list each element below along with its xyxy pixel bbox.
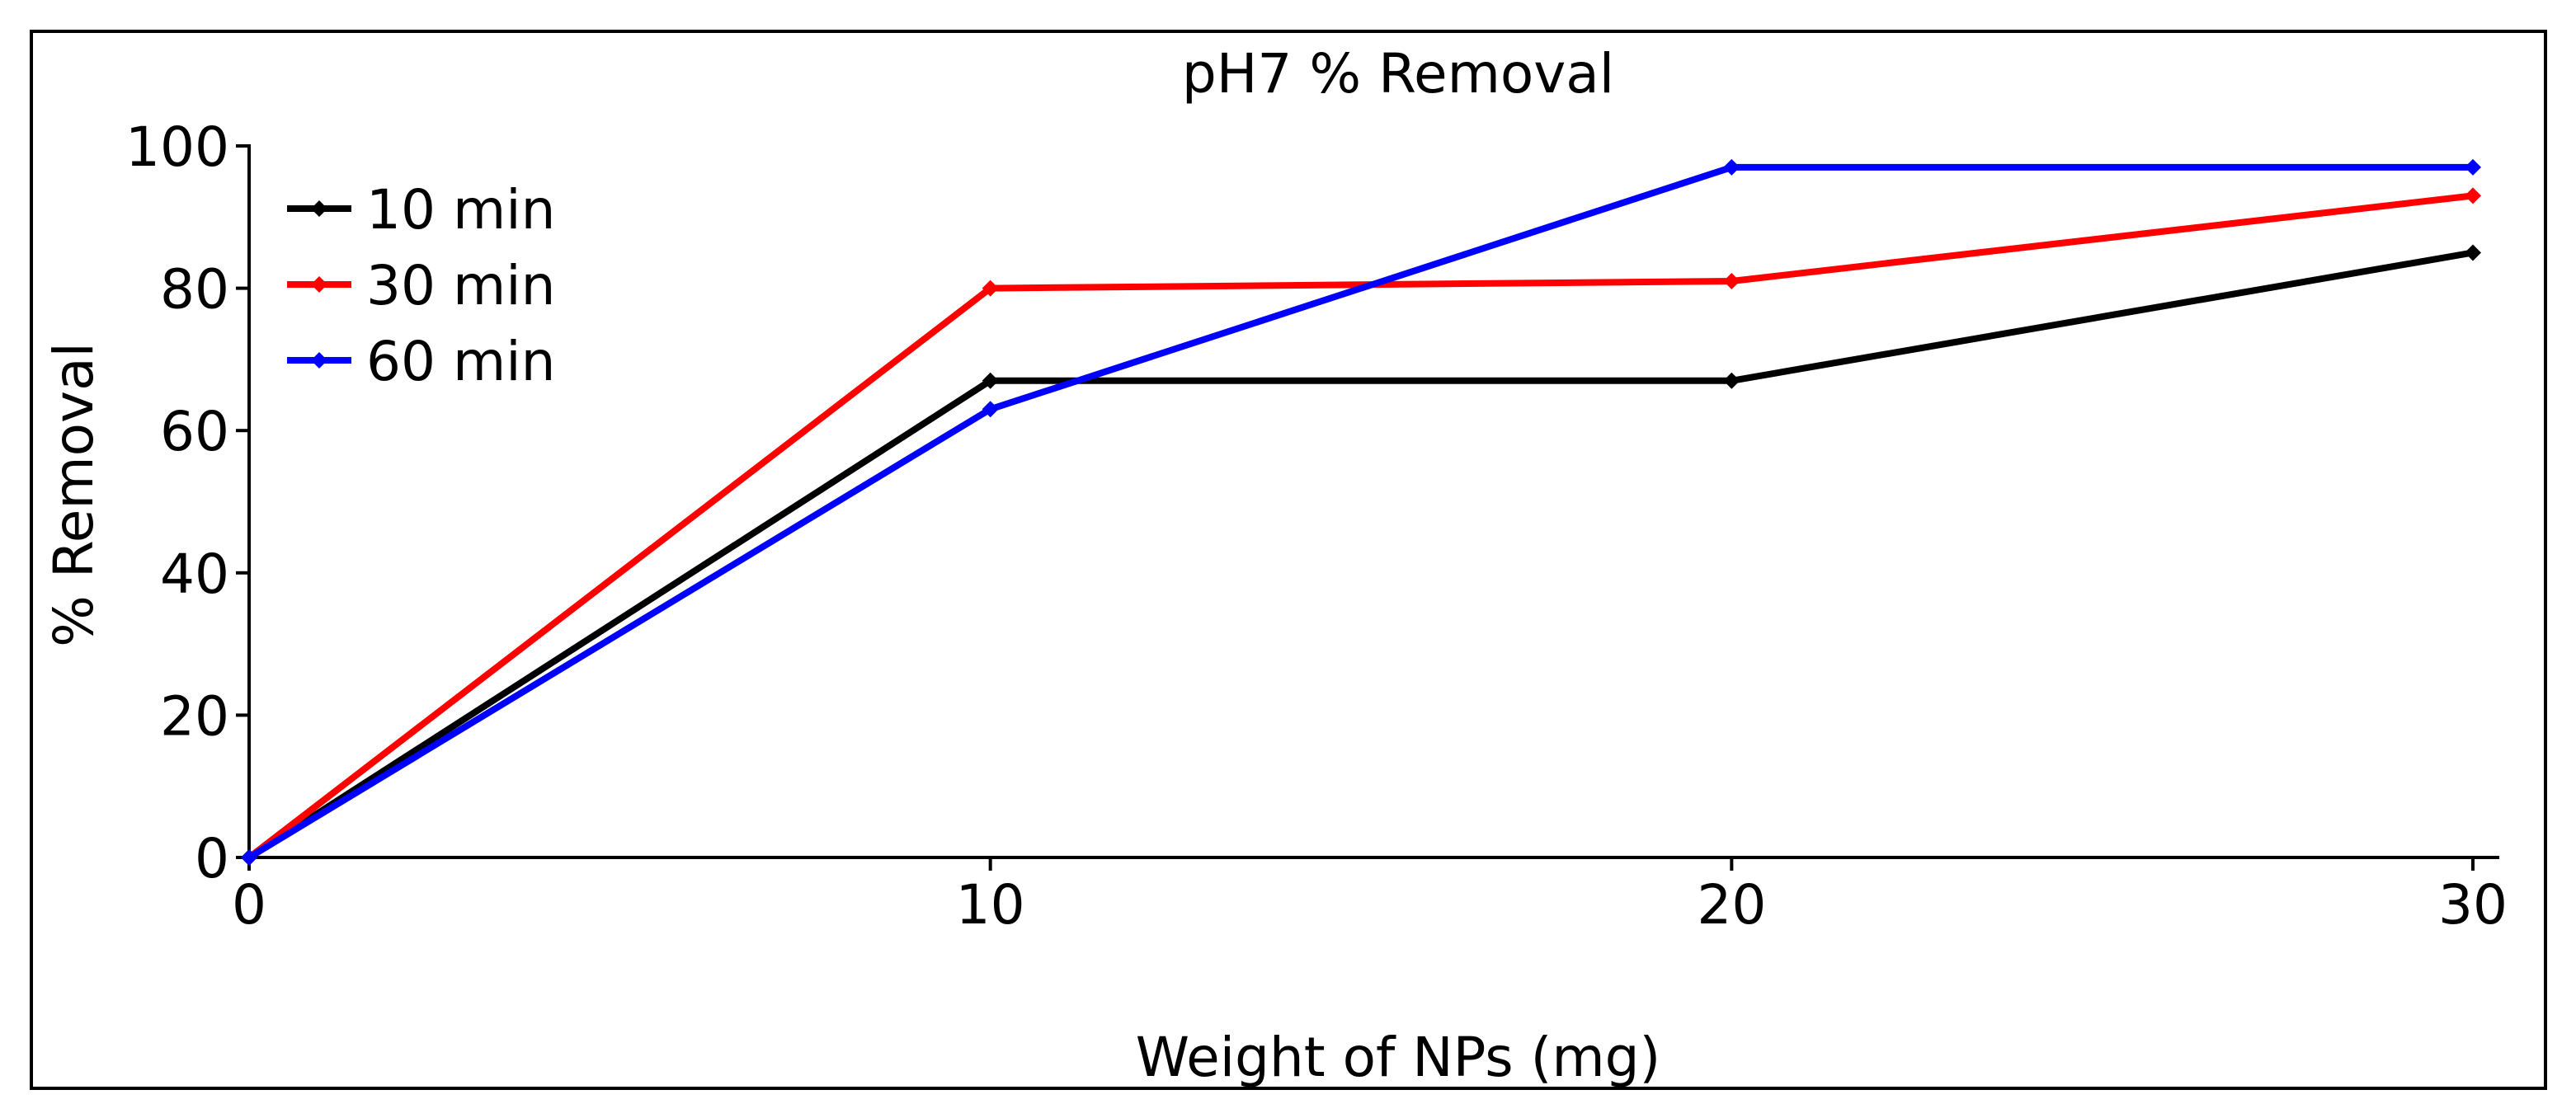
- chart-frame: [30, 30, 2547, 1090]
- y-axis-label: % Removal: [42, 342, 106, 647]
- y-tick-label: 20: [160, 684, 229, 748]
- series-line: [247, 163, 2473, 861]
- legend-swatch-marker: [311, 200, 327, 217]
- data-point: [2465, 158, 2481, 176]
- series-layer: [241, 158, 2481, 866]
- data-point: [2465, 244, 2481, 261]
- y-tick-label: 60: [160, 400, 229, 463]
- y-tick-label: 0: [195, 827, 229, 890]
- data-point: [982, 401, 999, 418]
- x-tick-label: 30: [2438, 873, 2508, 937]
- legend: 10 min 30 min 60 min: [287, 178, 555, 393]
- legend-label: 30 min: [366, 254, 555, 317]
- data-point: [982, 372, 999, 389]
- x-axis-label: Weight of NPs (mg): [1136, 1026, 1661, 1089]
- legend-label: 60 min: [366, 330, 555, 393]
- x-tick-label: 0: [232, 873, 266, 937]
- legend-item: 60 min: [287, 330, 555, 393]
- legend-swatch-marker: [311, 352, 327, 369]
- y-tick-label: 80: [160, 258, 229, 322]
- data-point: [1723, 158, 1740, 176]
- data-point: [2465, 187, 2481, 204]
- x-tick-label: 20: [1697, 873, 1766, 937]
- data-point: [1723, 272, 1740, 289]
- y-tick-label: 100: [125, 115, 229, 179]
- series-60-min: [241, 158, 2481, 866]
- data-point: [982, 280, 999, 297]
- axes: 0 10 20 30 0 20 40 60 80 100: [125, 115, 2508, 937]
- chart-title: pH7 % Removal: [1182, 42, 1614, 106]
- series-line: [247, 249, 2474, 861]
- series-10-min: [241, 244, 2481, 866]
- legend-label: 10 min: [366, 178, 555, 242]
- data-point: [241, 849, 257, 866]
- y-tick-label: 40: [160, 543, 229, 606]
- legend-item: 10 min: [287, 178, 555, 242]
- legend-swatch-marker: [311, 276, 327, 293]
- series-line: [247, 192, 2474, 861]
- x-tick-label: 10: [956, 873, 1025, 937]
- legend-item: 30 min: [287, 254, 555, 317]
- data-point: [1723, 372, 1740, 389]
